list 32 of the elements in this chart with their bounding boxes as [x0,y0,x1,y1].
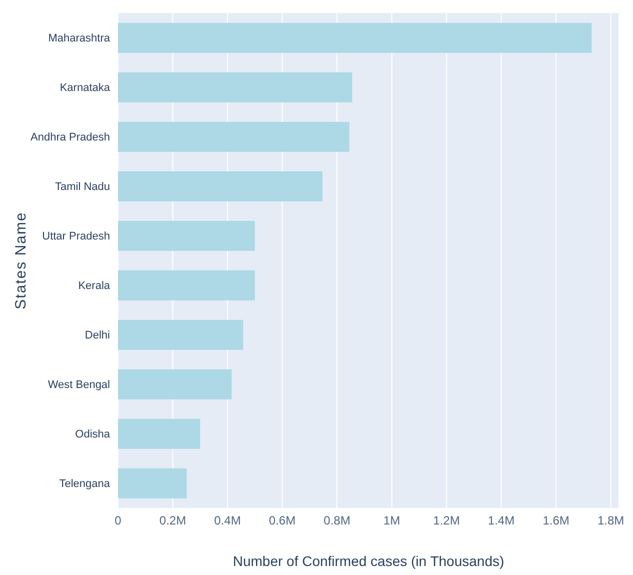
bar [118,270,255,300]
bar [118,220,255,251]
x-tick-label: 0.2M [159,514,186,528]
bar [118,468,187,498]
y-tick-label: Andhra Pradesh [30,132,110,144]
y-tick-label: Uttar Pradesh [42,230,110,243]
y-tick-label: Telengana [59,478,111,490]
y-axis-title: States Name [12,212,30,310]
y-tick-label: West Bengal [48,379,110,392]
bar [118,171,323,202]
y-tick-label: Karnataka [60,82,111,94]
x-tick-label: 1.8M [597,514,624,528]
y-tick-label: Delhi [84,330,110,342]
x-tick-label: 0.4M [214,514,241,528]
bar [118,22,592,53]
x-axis-title: Number of Confirmed cases (in Thousands) [232,553,504,569]
x-tick-label: 1.6M [542,514,570,528]
bar [118,369,232,400]
x-tick-label: 1M [383,514,400,528]
x-tick-label: 1.4M [488,514,515,528]
x-tick-label: 1.2M [433,514,460,528]
bar [118,418,200,449]
y-tick-label: Tamil Nadu [54,181,110,194]
y-tick-label: Odisha [75,428,111,441]
y-tick-label: Kerala [78,280,111,292]
bar [118,72,352,102]
y-tick-label: Maharashtra [48,32,111,45]
bar [118,320,244,350]
x-tick-label: 0.6M [268,514,296,528]
x-tick-label: 0 [114,514,122,528]
x-tick-label: 0.8M [324,514,350,528]
bar [118,122,350,152]
